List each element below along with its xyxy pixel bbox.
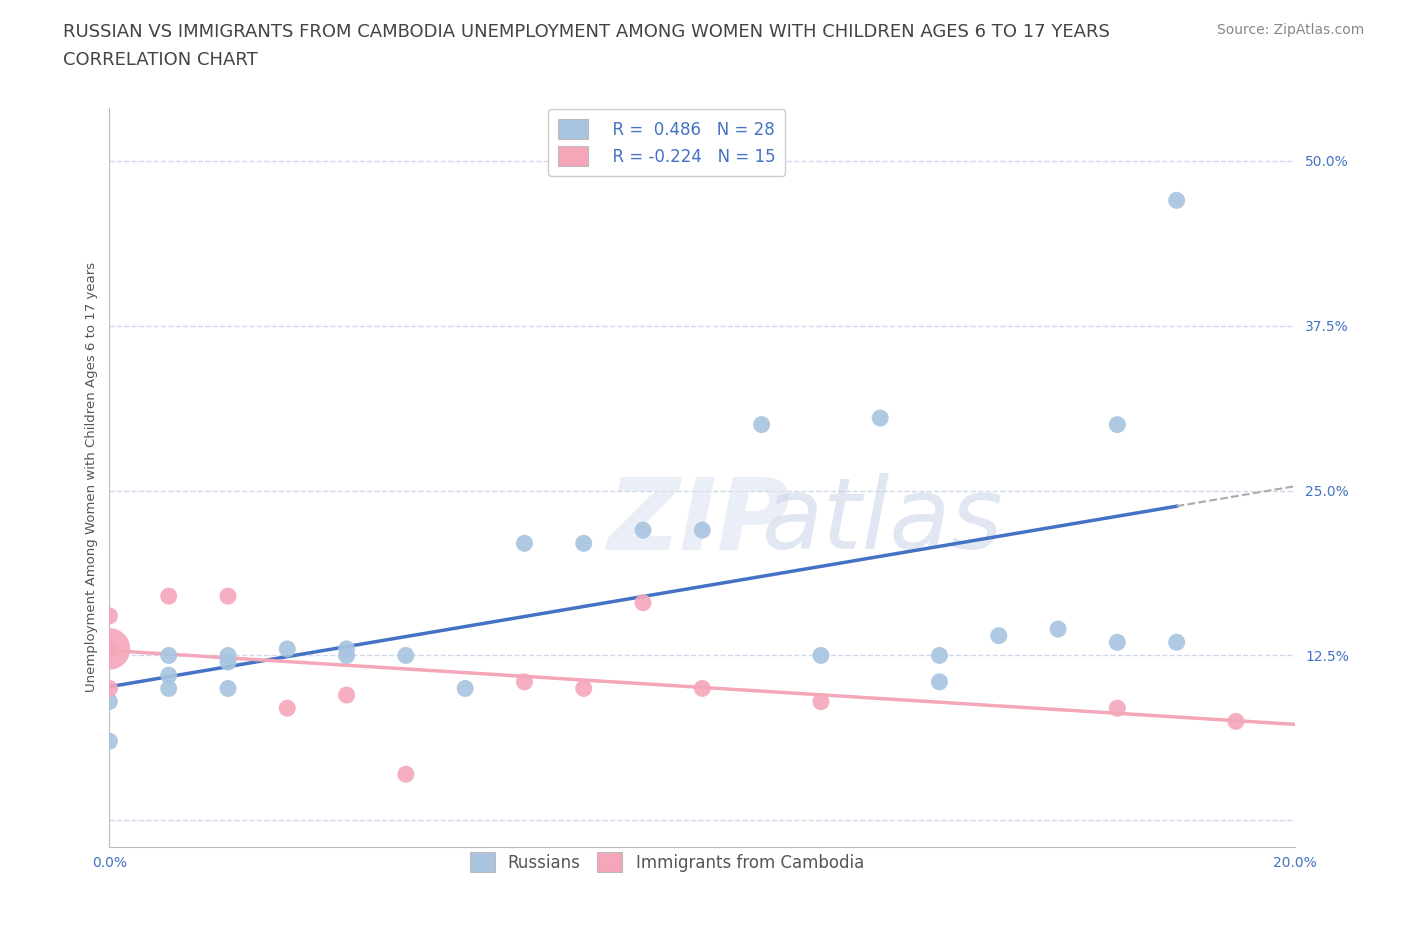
Point: [692, 681, 714, 696]
Point: [335, 648, 357, 663]
Point: [987, 629, 1010, 644]
Point: [217, 589, 239, 604]
Point: [572, 536, 595, 551]
Point: [98, 642, 121, 657]
Point: [1107, 635, 1129, 650]
Point: [513, 536, 536, 551]
Point: [157, 681, 180, 696]
Point: [751, 418, 773, 432]
Point: [810, 648, 832, 663]
Text: Source: ZipAtlas.com: Source: ZipAtlas.com: [1216, 23, 1364, 37]
Text: ZIP: ZIP: [607, 473, 790, 570]
Point: [98, 681, 121, 696]
Point: [98, 608, 121, 623]
Point: [928, 674, 950, 689]
Point: [631, 595, 654, 610]
Point: [810, 694, 832, 709]
Point: [928, 648, 950, 663]
Point: [217, 648, 239, 663]
Point: [572, 681, 595, 696]
Point: [1166, 635, 1188, 650]
Point: [335, 642, 357, 657]
Point: [98, 734, 121, 749]
Point: [631, 523, 654, 538]
Point: [395, 766, 418, 781]
Point: [395, 648, 418, 663]
Point: [454, 681, 477, 696]
Point: [1107, 701, 1129, 716]
Point: [217, 655, 239, 670]
Point: [157, 648, 180, 663]
Point: [692, 523, 714, 538]
Y-axis label: Unemployment Among Women with Children Ages 6 to 17 years: Unemployment Among Women with Children A…: [86, 262, 98, 693]
Text: atlas: atlas: [762, 473, 1004, 570]
Point: [869, 410, 891, 425]
Point: [513, 674, 536, 689]
Point: [1107, 418, 1129, 432]
Point: [276, 701, 298, 716]
Point: [1225, 714, 1247, 729]
Text: CORRELATION CHART: CORRELATION CHART: [63, 51, 259, 69]
Point: [1047, 621, 1070, 636]
Point: [157, 668, 180, 683]
Point: [276, 642, 298, 657]
Point: [98, 642, 121, 657]
Point: [1166, 193, 1188, 207]
Legend: Russians, Immigrants from Cambodia: Russians, Immigrants from Cambodia: [463, 845, 870, 879]
Point: [217, 681, 239, 696]
Text: RUSSIAN VS IMMIGRANTS FROM CAMBODIA UNEMPLOYMENT AMONG WOMEN WITH CHILDREN AGES : RUSSIAN VS IMMIGRANTS FROM CAMBODIA UNEM…: [63, 23, 1111, 41]
Point: [98, 694, 121, 709]
Point: [157, 589, 180, 604]
Point: [335, 687, 357, 702]
